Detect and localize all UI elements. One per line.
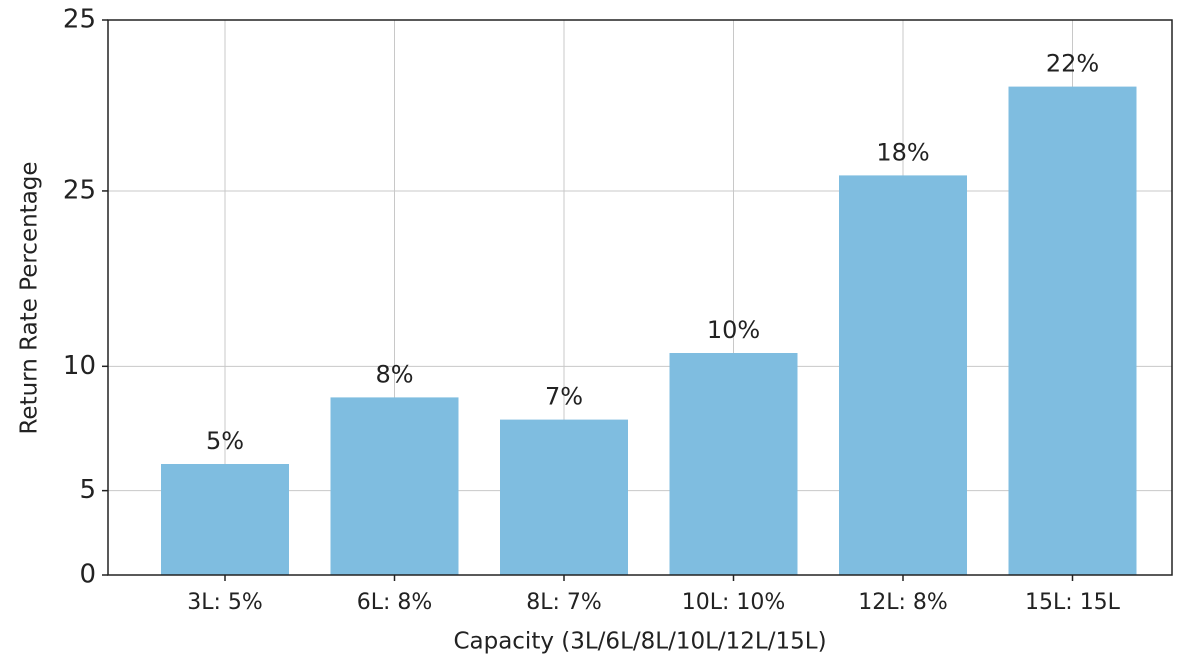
bar [330, 397, 459, 575]
value-label: 22% [1046, 50, 1099, 78]
value-label: 18% [876, 138, 929, 166]
x-tick-label: 15L: 15L [1025, 590, 1121, 615]
y-axis-label: Return Rate Percentage [17, 161, 43, 434]
x-tick-label: 12L: 8% [858, 590, 948, 615]
y-tick-label: 10 [63, 351, 96, 381]
y-tick-label: 5 [79, 475, 96, 505]
y-tick-label: 0 [79, 560, 96, 590]
value-label: 8% [375, 360, 413, 388]
x-tick-label: 8L: 7% [526, 590, 602, 615]
x-tick-label: 3L: 5% [187, 590, 263, 615]
bar [1008, 86, 1137, 575]
plot-frame [107, 19, 1173, 576]
x-axis-label: Capacity (3L/6L/8L/10L/12L/15L) [453, 629, 826, 655]
value-label: 10% [707, 316, 760, 344]
x-tick-label: 6L: 8% [357, 590, 433, 615]
y-tick-label: 25 [63, 175, 96, 205]
value-label: 5% [206, 427, 244, 455]
bar [839, 175, 967, 575]
value-label: 7% [545, 383, 583, 411]
bar [669, 353, 798, 575]
bar [500, 419, 628, 575]
y-tick-label: 25 [63, 5, 96, 35]
bar [161, 464, 289, 575]
x-tick-label: 10L: 10% [682, 590, 786, 615]
